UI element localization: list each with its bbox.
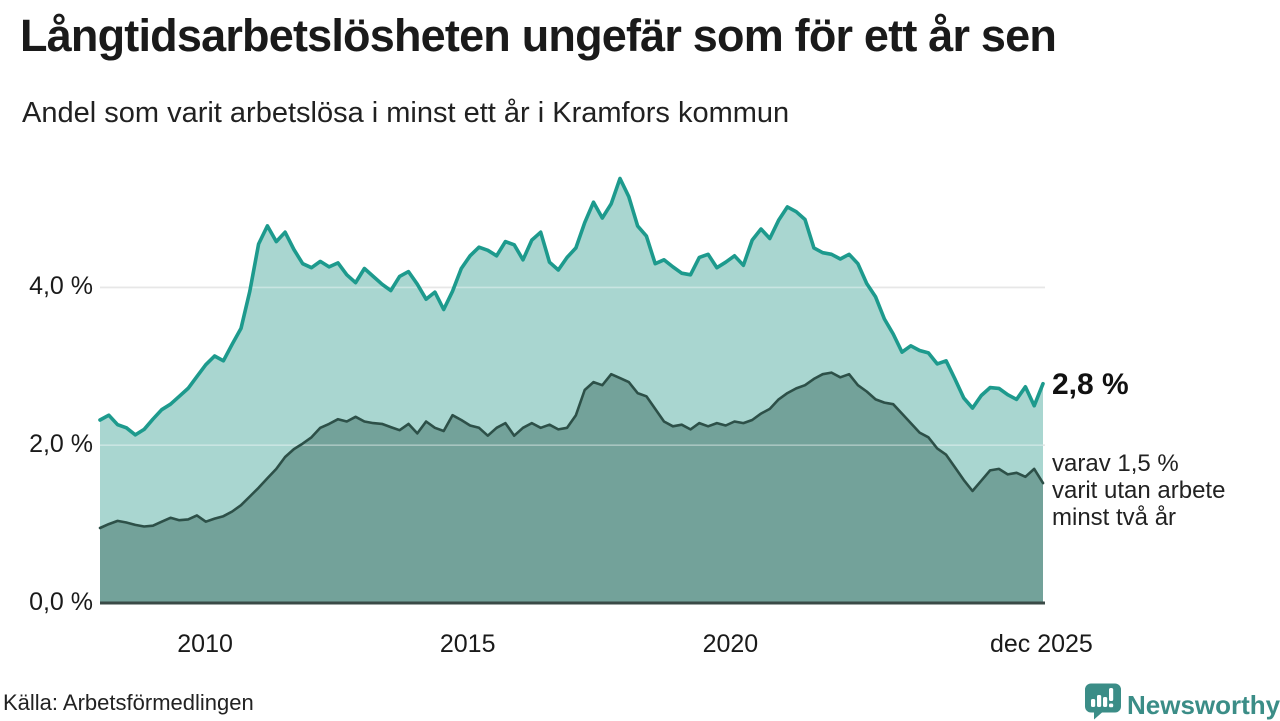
logo-bars — [1091, 688, 1114, 708]
chart-title: Långtidsarbetslösheten ungefär som för e… — [20, 10, 1057, 61]
end-value-label: 2,8 % — [1052, 368, 1129, 401]
end-sub-label-line: varav 1,5 % — [1052, 450, 1179, 477]
y-tick-label: 0,0 % — [29, 588, 93, 616]
x-tick-label: 2015 — [439, 630, 496, 658]
newsworthy-wordmark: Newsworthy — [1127, 690, 1280, 720]
y-tick-label: 2,0 % — [29, 430, 93, 459]
end-sub-label-line: minst två år — [1052, 504, 1177, 531]
x-tick-label: 2020 — [702, 630, 759, 658]
line-two-years — [98, 371, 1045, 530]
end-sub-label-line: varit utan arbete — [1052, 477, 1226, 504]
line-total — [98, 176, 1045, 437]
end-sub-label: varav 1,5 % varit utan arbete minst två … — [1052, 450, 1225, 531]
source-note: Källa: Arbetsförmedlingen — [3, 690, 254, 715]
x-tick-label: dec 2025 — [989, 630, 1093, 658]
y-tick-label: 4,0 % — [29, 272, 93, 301]
gridlines-over — [100, 286, 1045, 447]
chart-subtitle: Andel som varit arbetslösa i minst ett å… — [22, 97, 790, 129]
newsworthy-logo-icon — [1085, 683, 1121, 720]
area-two-years — [100, 372, 1043, 603]
x-tick-label: 2010 — [177, 630, 233, 658]
